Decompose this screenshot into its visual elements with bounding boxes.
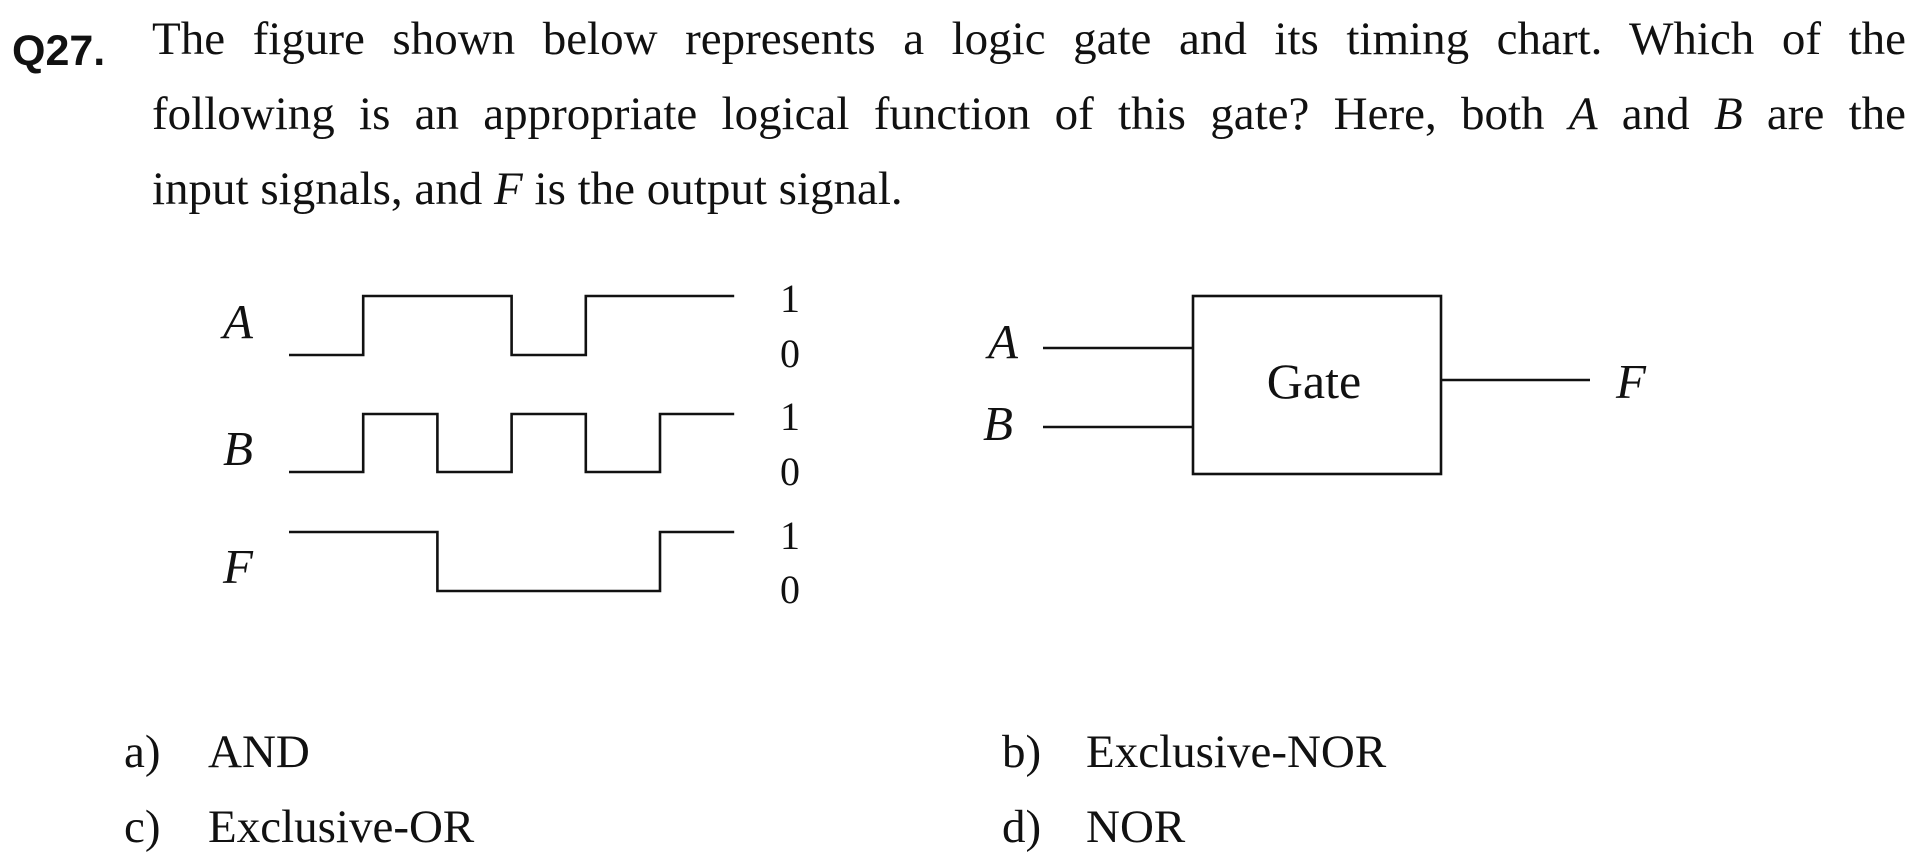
waveform-a <box>289 294 735 357</box>
option-a-text: AND <box>208 726 310 778</box>
option-b-text: Exclusive-NOR <box>1086 726 1387 778</box>
gate-output-label: F <box>1615 354 1647 409</box>
timing-label-f: F <box>222 539 254 594</box>
timing-label-b: B <box>223 421 253 476</box>
timing-chart: A 1 0 B 1 0 F 1 0 <box>220 276 800 612</box>
gate-box <box>1191 294 1443 476</box>
question-number: Q27. <box>12 27 106 75</box>
gate-input-a-label: A <box>985 314 1019 369</box>
gate-input-b-label: B <box>983 396 1013 451</box>
question-line-3-part-2: is the output signal. <box>522 163 903 215</box>
question-line-1-text: The figure shown below represents a logi… <box>152 13 1906 65</box>
gate-label: Gate <box>1267 353 1361 409</box>
timing-high-label-b: 1 <box>780 394 800 439</box>
waveform-b <box>289 412 735 474</box>
question-line-2-part-2: and <box>1597 88 1714 140</box>
timing-low-label-f: 0 <box>780 567 800 612</box>
question-line-2-part-3: are the <box>1742 88 1906 140</box>
option-b[interactable]: b) Exclusive-NOR <box>1002 722 1386 782</box>
question-line-1: The figure shown below represents a logi… <box>152 2 1906 77</box>
option-d[interactable]: d) NOR <box>1002 797 1185 857</box>
gate-diagram: A B Gate F <box>983 294 1647 476</box>
timing-high-label-a: 1 <box>780 276 800 321</box>
question-var-f: F <box>494 163 523 215</box>
question-var-b: B <box>1713 88 1743 140</box>
option-c-key: c) <box>124 801 161 853</box>
timing-low-label-b: 0 <box>780 449 800 494</box>
timing-low-label-a: 0 <box>780 331 800 376</box>
option-c-text: Exclusive-OR <box>208 801 475 853</box>
option-a-key: a) <box>124 726 161 778</box>
question-line-3-part-1: input signals, and <box>152 163 495 215</box>
option-b-key: b) <box>1002 726 1042 778</box>
waveform-f <box>289 530 735 593</box>
question-line-2-part-1: following is an appropriate logical func… <box>152 88 1569 140</box>
option-a[interactable]: a) AND <box>124 722 310 782</box>
question-line-3: input signals, and F is the output signa… <box>152 152 1906 227</box>
option-d-text: NOR <box>1086 801 1186 853</box>
question-text: The figure shown below represents a logi… <box>152 2 1906 227</box>
timing-label-a: A <box>220 294 254 349</box>
timing-high-label-f: 1 <box>780 513 800 558</box>
question-line-2: following is an appropriate logical func… <box>152 77 1906 152</box>
option-c[interactable]: c) Exclusive-OR <box>124 797 474 857</box>
option-d-key: d) <box>1002 801 1042 853</box>
question-var-a: A <box>1568 88 1598 140</box>
